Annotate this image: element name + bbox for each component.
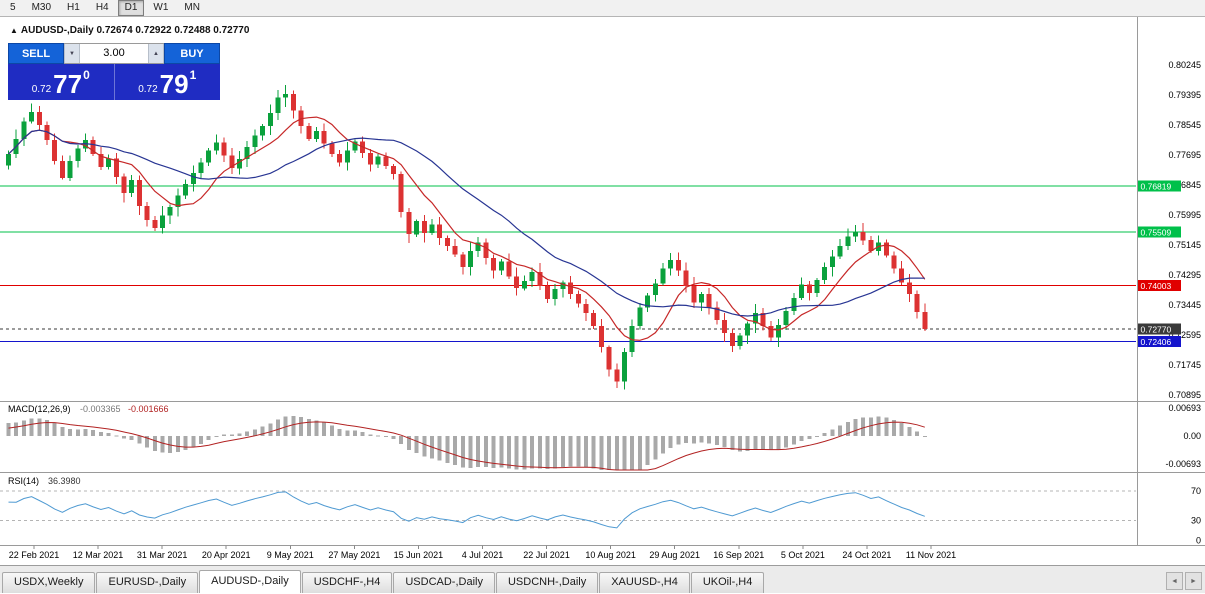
tab-usdcad-daily[interactable]: USDCAD-,Daily — [393, 572, 495, 593]
svg-text:11 Nov 2021: 11 Nov 2021 — [906, 550, 956, 560]
svg-text:0.72595: 0.72595 — [1168, 330, 1201, 340]
timeframe-h1[interactable]: H1 — [67, 2, 80, 13]
timeframe-h4[interactable]: H4 — [95, 2, 109, 13]
sell-price-pipette: 0 — [83, 68, 90, 82]
sell-price-prefix: 0.72 — [31, 84, 52, 95]
sell-button[interactable]: SELL — [8, 43, 64, 64]
svg-text:30: 30 — [1191, 516, 1201, 526]
svg-text:70: 70 — [1191, 486, 1201, 496]
svg-text:0.75145: 0.75145 — [1168, 240, 1201, 250]
chart-tabs-bar: USDX,Weekly EURUSD-,Daily AUDUSD-,Daily USD… — [0, 565, 1205, 593]
tab-usdx-weekly[interactable]: USDX,Weekly — [2, 572, 96, 593]
svg-text:31 Mar 2021: 31 Mar 2021 — [137, 550, 188, 560]
buy-price-display[interactable]: 0.72 79 1 — [115, 64, 221, 100]
svg-text:0.79395: 0.79395 — [1168, 90, 1201, 100]
tab-eurusd-daily[interactable]: EURUSD-,Daily — [96, 572, 199, 593]
buy-price-prefix: 0.72 — [138, 84, 158, 95]
moving-averages — [8, 116, 926, 341]
volume-input[interactable]: 3.00 — [103, 47, 125, 59]
chart-canvas[interactable]: 0.80245 0.79395 0.78545 0.77695 0.76845 0.759… — [0, 17, 1205, 565]
candles — [6, 84, 928, 390]
svg-text:9 May 2021: 9 May 2021 — [267, 550, 314, 560]
tabs-scroll-right-button[interactable]: ► — [1185, 572, 1202, 590]
buy-button[interactable]: BUY — [164, 43, 220, 64]
one-click-trading-panel: SELL ▼ 3.00 ▲ BUY 0.72 77 0 0.72 79 1 — [8, 43, 220, 100]
sell-price-display[interactable]: 0.72 77 0 — [8, 64, 114, 100]
timeframe-mn[interactable]: MN — [184, 2, 200, 13]
chart-tabs: USDX,Weekly EURUSD-,Daily AUDUSD-,Daily USD… — [2, 570, 765, 593]
svg-text:0.00: 0.00 — [1183, 431, 1201, 441]
tab-scroll-arrows: ◄ ► — [1166, 572, 1202, 590]
buy-price-big-digits: 79 — [159, 69, 189, 99]
svg-text:27 May 2021: 27 May 2021 — [328, 550, 380, 560]
volume-increase-button[interactable]: ▲ — [148, 44, 164, 63]
timeframe-d1[interactable]: D1 — [117, 0, 145, 16]
price-divider — [113, 64, 115, 100]
timeframe-w1[interactable]: W1 — [153, 2, 169, 13]
svg-text:20 Apr 2021: 20 Apr 2021 — [202, 550, 251, 560]
svg-text:0: 0 — [1196, 536, 1201, 546]
svg-text:4 Jul 2021: 4 Jul 2021 — [462, 550, 504, 560]
tabs-scroll-left-button[interactable]: ◄ — [1166, 572, 1183, 590]
volume-decrease-button[interactable]: ▼ — [64, 44, 80, 63]
svg-text:-0.00693: -0.00693 — [1165, 459, 1201, 469]
svg-text:0.76819: 0.76819 — [1141, 181, 1172, 191]
svg-text:29 Aug 2021: 29 Aug 2021 — [649, 550, 700, 560]
svg-text:24 Oct 2021: 24 Oct 2021 — [842, 550, 891, 560]
svg-text:0.74295: 0.74295 — [1168, 270, 1201, 280]
price-badges: 0.76819 0.75509 0.74003 0.72770 0.72406 — [1138, 180, 1181, 348]
svg-text:0.72770: 0.72770 — [1141, 324, 1172, 334]
svg-text:5 Oct 2021: 5 Oct 2021 — [781, 550, 825, 560]
timeframe-toolbar: 5 M30 H1 H4 D1 W1 MN — [0, 0, 1205, 17]
svg-text:15 Jun 2021: 15 Jun 2021 — [394, 550, 444, 560]
svg-text:RSI(14): RSI(14) — [8, 476, 39, 486]
tab-usdchf-h4[interactable]: USDCHF-,H4 — [301, 572, 393, 593]
svg-text:0.72406: 0.72406 — [1141, 337, 1172, 347]
tab-usdcnh-daily[interactable]: USDCNH-,Daily — [495, 572, 599, 593]
svg-text:-0.001666: -0.001666 — [128, 404, 169, 414]
svg-text:0.77695: 0.77695 — [1168, 150, 1201, 160]
svg-text:-0.003365: -0.003365 — [80, 404, 121, 414]
svg-text:36.3980: 36.3980 — [48, 476, 81, 486]
svg-text:0.74003: 0.74003 — [1141, 281, 1172, 291]
svg-text:0.75509: 0.75509 — [1141, 228, 1172, 238]
tab-audusd-daily[interactable]: AUDUSD-,Daily — [199, 570, 301, 593]
indicator-panes — [0, 415, 1136, 529]
timeframe-m30[interactable]: M30 — [31, 2, 52, 13]
svg-text:MACD(12,26,9): MACD(12,26,9) — [8, 404, 71, 414]
tab-xauusd-h4[interactable]: XAUUSD-,H4 — [599, 572, 690, 593]
svg-text:16 Sep 2021: 16 Sep 2021 — [713, 550, 764, 560]
sell-price-big-digits: 77 — [53, 69, 83, 99]
svg-text:0.71745: 0.71745 — [1168, 360, 1201, 370]
volume-control: ▼ 3.00 ▲ — [64, 43, 164, 64]
tab-ukoil-h4[interactable]: UKOil-,H4 — [690, 572, 765, 593]
svg-text:0.00693: 0.00693 — [1168, 403, 1201, 413]
svg-text:22 Jul 2021: 22 Jul 2021 — [523, 550, 570, 560]
svg-text:22 Feb 2021: 22 Feb 2021 — [9, 550, 60, 560]
timeframe-5[interactable]: 5 — [10, 2, 16, 13]
svg-text:10 Aug 2021: 10 Aug 2021 — [585, 550, 636, 560]
svg-text:0.70895: 0.70895 — [1168, 390, 1201, 400]
svg-text:12 Mar 2021: 12 Mar 2021 — [73, 550, 124, 560]
svg-text:0.76845: 0.76845 — [1168, 180, 1201, 190]
svg-text:0.75995: 0.75995 — [1168, 210, 1201, 220]
svg-text:0.78545: 0.78545 — [1168, 120, 1201, 130]
chart-window[interactable]: 0.80245 0.79395 0.78545 0.77695 0.76845 0.759… — [0, 17, 1205, 565]
buy-price-pipette: 1 — [189, 68, 197, 82]
axes[interactable]: 0.80245 0.79395 0.78545 0.77695 0.76845 0.759… — [0, 17, 1205, 560]
svg-text:0.80245: 0.80245 — [1168, 60, 1201, 70]
svg-text:0.73445: 0.73445 — [1168, 300, 1201, 310]
